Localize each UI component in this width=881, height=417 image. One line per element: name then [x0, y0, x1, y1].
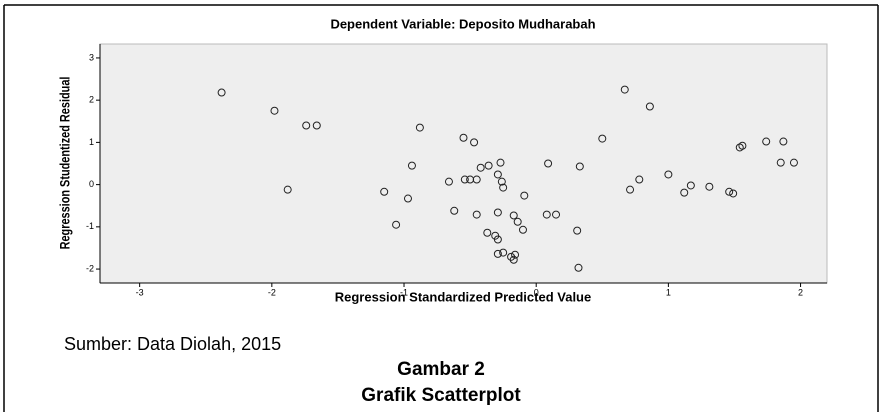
point [415, 123, 424, 132]
point [380, 187, 389, 196]
point [460, 175, 469, 184]
point [779, 137, 788, 146]
point [686, 181, 695, 190]
chart-title: Dependent Variable: Deposito Mudharabah [330, 16, 595, 31]
point [407, 161, 416, 170]
point [476, 163, 485, 172]
point [484, 161, 493, 170]
point [509, 255, 518, 264]
point [520, 191, 529, 200]
point [312, 121, 321, 130]
figure-number: Gambar 2 [397, 359, 485, 380]
point [459, 133, 468, 142]
point [518, 225, 527, 234]
x-tick-label: -2 [268, 287, 276, 297]
point [483, 228, 492, 237]
point [509, 211, 518, 220]
point [403, 194, 412, 203]
point [497, 177, 506, 186]
point [598, 134, 607, 143]
point [620, 85, 629, 94]
point [575, 162, 584, 171]
point [544, 159, 553, 168]
point [680, 188, 689, 197]
y-tick-label: -1 [86, 221, 94, 231]
point [270, 106, 279, 115]
point [738, 141, 747, 150]
point [499, 183, 508, 192]
point [762, 137, 771, 146]
x-tick-label: -3 [136, 287, 144, 297]
x-tick-label: 2 [798, 287, 803, 297]
point [573, 226, 582, 235]
point [635, 175, 644, 184]
point [302, 121, 311, 130]
figure-title: Grafik Scatterplot [361, 385, 521, 406]
x-tick-label: 0 [534, 287, 539, 297]
y-axis-label: Regression Studentized Residual [57, 77, 73, 250]
point [542, 210, 551, 219]
point [725, 187, 734, 196]
point [493, 235, 502, 244]
point [496, 158, 505, 167]
point [499, 248, 508, 257]
point [645, 102, 654, 111]
point [511, 250, 520, 259]
point [493, 208, 502, 217]
y-tick-label: 3 [89, 52, 94, 62]
plot-area [99, 43, 828, 284]
point [283, 185, 292, 194]
point [626, 185, 635, 194]
point [450, 206, 459, 215]
point [729, 189, 738, 198]
y-tick-label: 2 [89, 95, 94, 105]
point [472, 175, 481, 184]
point [513, 217, 522, 226]
y-tick-label: 0 [89, 179, 94, 189]
point [574, 263, 583, 272]
point [789, 158, 798, 167]
point [493, 249, 502, 258]
x-tick-label: -1 [400, 287, 408, 297]
point [392, 220, 401, 229]
point [444, 177, 453, 186]
point [705, 182, 714, 191]
x-axis-label: Regression Standardized Predicted Value [335, 289, 591, 304]
x-tick-label: 1 [666, 287, 671, 297]
point [472, 210, 481, 219]
y-tick-label: 1 [89, 137, 94, 147]
point [776, 158, 785, 167]
point [217, 88, 226, 97]
point [552, 210, 561, 219]
point [493, 170, 502, 179]
point [470, 138, 479, 147]
source-note: Sumber: Data Diolah, 2015 [64, 334, 281, 354]
point [664, 170, 673, 179]
y-tick-label: -2 [86, 263, 94, 273]
